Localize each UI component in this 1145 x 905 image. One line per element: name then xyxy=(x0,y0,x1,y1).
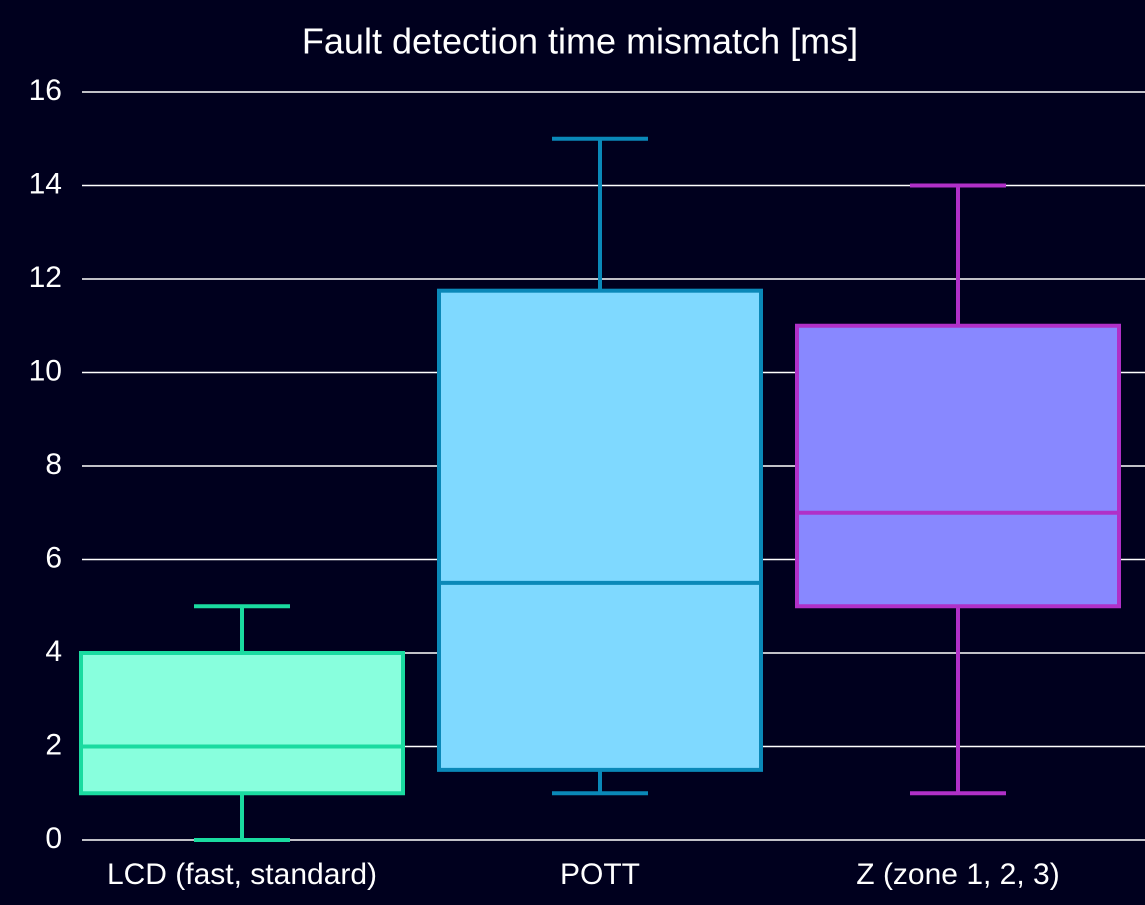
y-tick-label: 4 xyxy=(45,635,62,668)
y-tick-label: 14 xyxy=(29,167,62,200)
y-tick-label: 6 xyxy=(45,541,62,574)
x-tick-label: Z (zone 1, 2, 3) xyxy=(856,858,1059,891)
y-tick-label: 8 xyxy=(45,448,62,481)
chart-title: Fault detection time mismatch [ms] xyxy=(302,21,858,62)
y-tick-label: 16 xyxy=(29,74,62,107)
y-tick-label: 2 xyxy=(45,728,62,761)
x-tick-label: POTT xyxy=(560,858,640,891)
x-tick-label: LCD (fast, standard) xyxy=(107,858,377,891)
box xyxy=(79,651,405,796)
box xyxy=(437,288,763,772)
y-tick-label: 0 xyxy=(45,822,62,855)
y-tick-label: 10 xyxy=(29,354,62,387)
box xyxy=(795,323,1121,609)
y-tick-label: 12 xyxy=(29,261,62,294)
